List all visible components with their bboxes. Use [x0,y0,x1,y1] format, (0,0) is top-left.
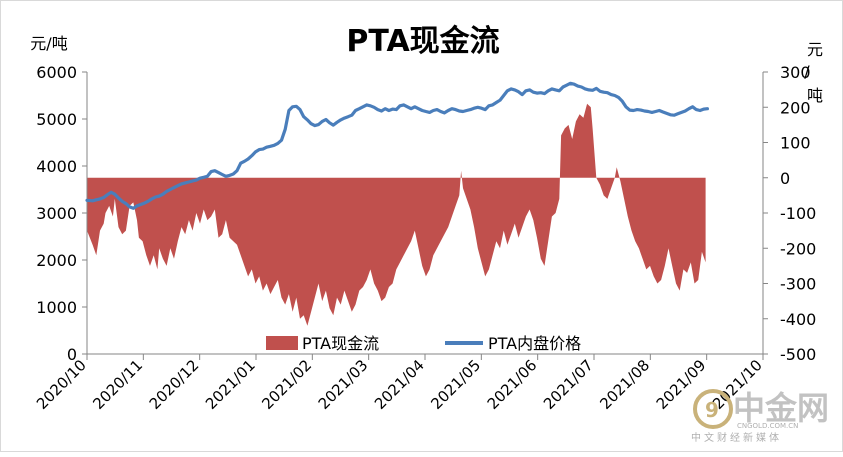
plot-area: 0100020003000400050006000-500-400-300-20… [33,63,816,413]
right-tick-label: 300 [780,63,811,82]
x-tick-label: 2021/06 [484,356,541,413]
x-tick-label: 2020/11 [89,356,146,413]
x-tick-label: 2020/10 [33,356,90,413]
right-tick-label: -300 [780,275,816,294]
left-tick-label: 6000 [36,63,77,82]
right-tick-label: -200 [780,239,816,258]
chart-title: PTA现金流 [346,24,499,59]
left-tick-label: 3000 [36,204,77,223]
watermark-brand: 中金网 [733,389,829,427]
x-tick-label: 2021/05 [427,356,484,413]
watermark-logo-icon [693,389,733,429]
x-tick-label: 2021/02 [258,356,315,413]
right-axis-unit-slash: / [804,62,810,81]
legend-label-cashflow: PTA现金流 [302,334,379,353]
legend-label-price: PTA内盘价格 [488,334,581,353]
right-tick-label: 0 [780,169,790,188]
watermark-site: CNGOLD.COM.CN [737,422,798,430]
watermark: 9 中金网 CNGOLD.COM.CN 中文财经新媒体 [691,389,829,444]
right-tick-label: -400 [780,310,816,329]
left-tick-label: 4000 [36,157,77,176]
right-axis-unit-bottom: 吨 [807,86,823,105]
left-axis-unit: 元/吨 [30,34,67,53]
x-tick-label: 2021/04 [371,356,428,413]
x-tick-label: 2021/03 [315,356,372,413]
right-tick-label: 200 [780,98,811,117]
left-tick-label: 0 [67,345,77,364]
left-tick-label: 2000 [36,251,77,270]
right-axis-unit-top: 元 [807,40,823,59]
right-tick-label: -100 [780,204,816,223]
legend: PTA现金流 PTA内盘价格 [266,334,581,353]
x-tick-label: 2021/07 [540,356,597,413]
left-tick-label: 5000 [36,110,77,129]
x-tick-label: 2021/01 [202,356,259,413]
watermark-logo-mark: 9 [705,398,719,422]
x-tick-label: 2021/08 [596,356,653,413]
right-tick-label: -500 [780,345,816,364]
series-area-pta-cashflow [87,103,706,326]
watermark-tagline: 中文财经新媒体 [691,431,782,444]
left-tick-label: 1000 [36,298,77,317]
right-tick-label: 100 [780,134,811,153]
x-tick-label: 2021/09 [653,356,710,413]
legend-swatch-cashflow [266,336,298,350]
x-tick-label: 2020/12 [146,356,203,413]
series-line-pta-price [85,81,710,210]
